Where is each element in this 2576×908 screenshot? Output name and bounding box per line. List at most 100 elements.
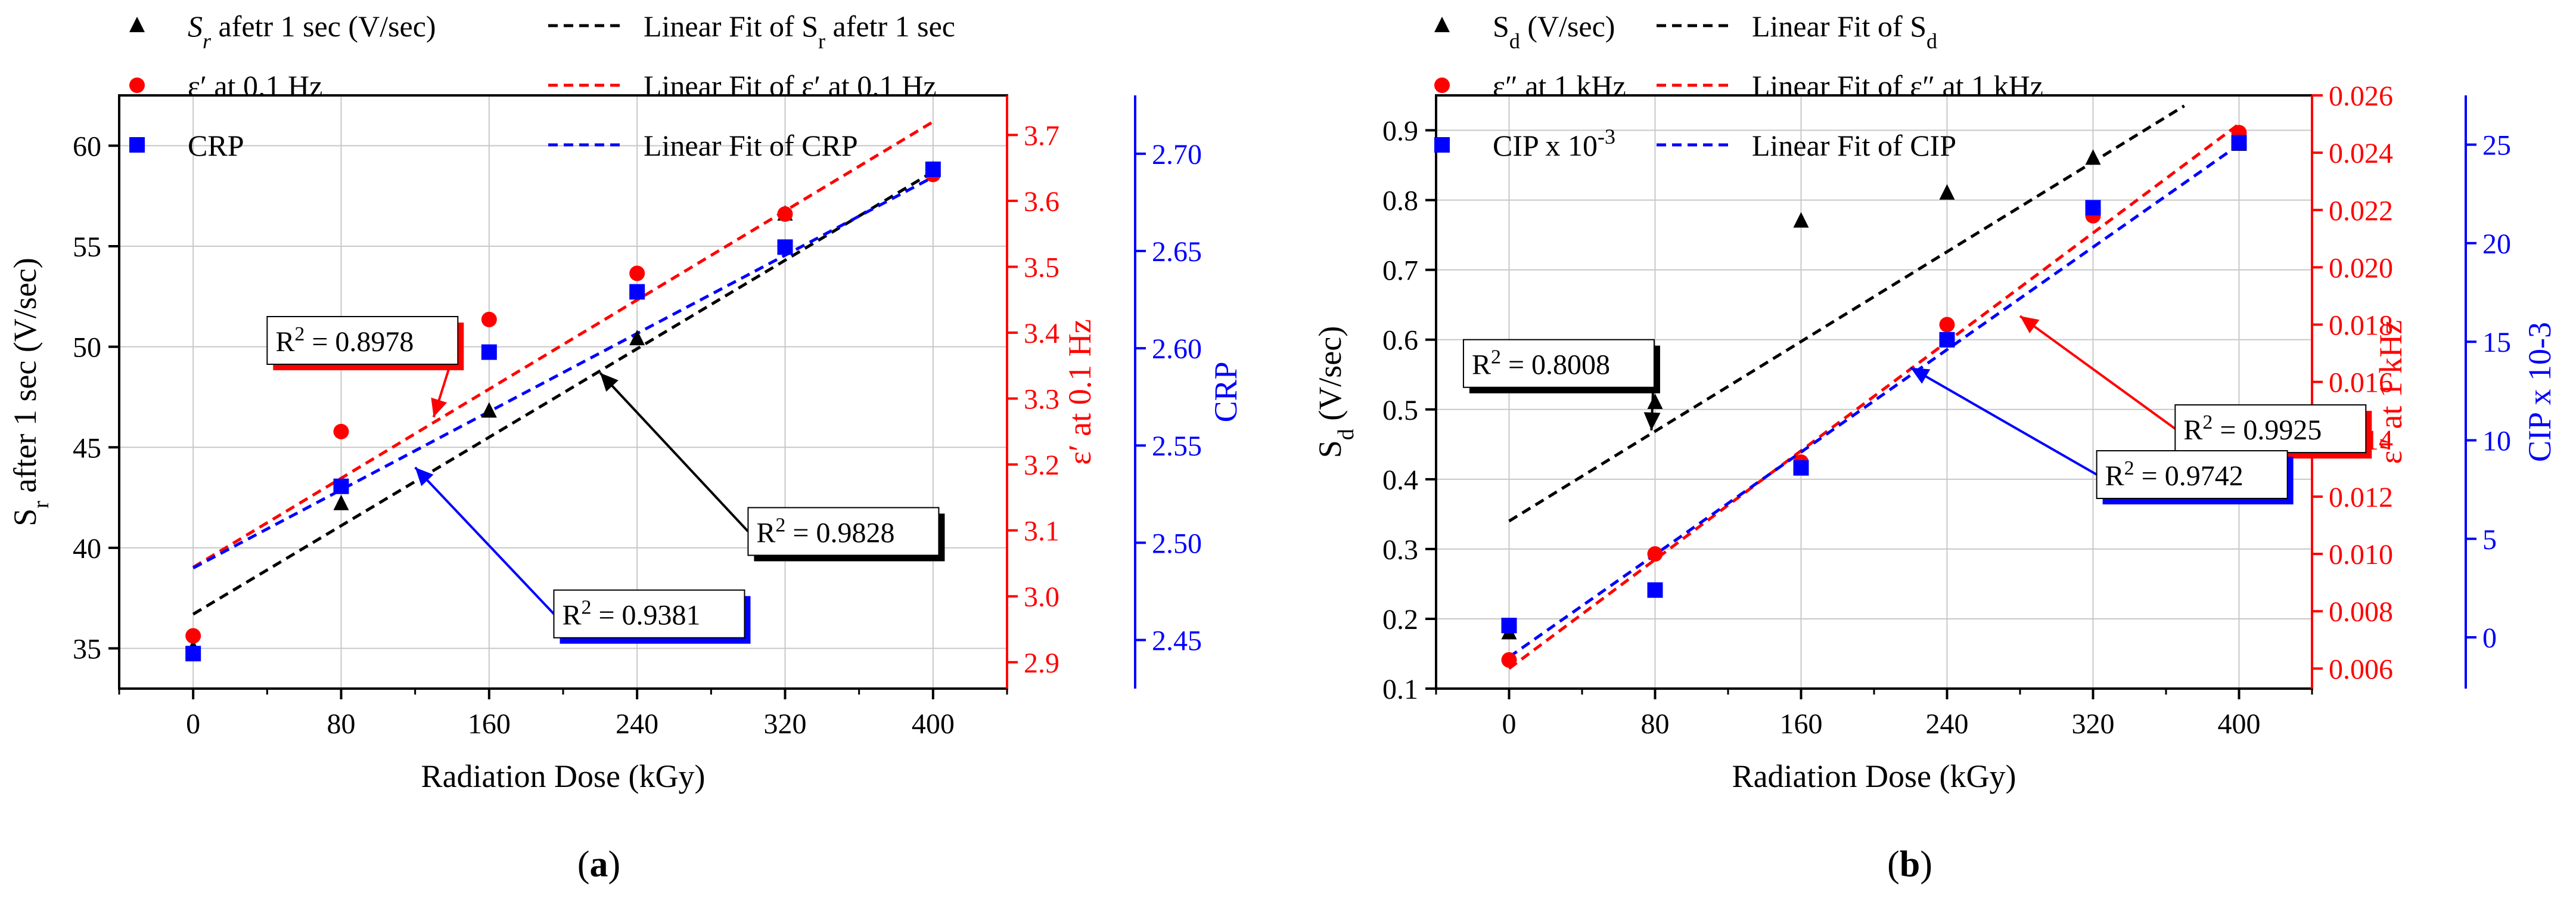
legend-marker-0	[1434, 17, 1450, 32]
legend: Sr afetr 1 sec (V/sec) Linear Fit of Sr a…	[129, 10, 955, 162]
data-point-0-1	[333, 494, 349, 510]
y-tick-label: 0.3	[1382, 534, 1418, 566]
right1-axis-title: ε′ at 0.1 Hz	[1062, 319, 1098, 464]
annotation-arrow	[1910, 366, 2098, 476]
right2-tick-label: 20	[2482, 228, 2511, 260]
right2-axis-title: CRP	[1208, 361, 1244, 422]
right2-tick-label: 10	[2482, 425, 2511, 457]
right1-tick-label: 3.0	[1024, 581, 1059, 613]
right2-tick-label: 2.55	[1152, 430, 1202, 462]
data-point-1-1	[1647, 546, 1663, 562]
left-axis-title: Sd (V/sec)	[1312, 326, 1359, 458]
right1-tick-label: 3.5	[1024, 252, 1059, 283]
r-squared-annotation: R2 = 0.9828	[599, 372, 945, 562]
annotation-box	[747, 507, 940, 556]
y-tick-label: 35	[73, 634, 101, 665]
x-tick-label: 80	[1641, 708, 1670, 740]
x-tick-label: 160	[468, 708, 511, 740]
data-point-0-3	[1939, 184, 1955, 200]
legend-marker-1	[1434, 78, 1450, 93]
right1-tick-label: 0.008	[2329, 596, 2393, 628]
data-point-2-4	[2085, 200, 2101, 216]
right1-tick-label: 3.6	[1024, 186, 1059, 218]
data-point-2-1	[333, 478, 349, 494]
legend-label-0: Sd (V/sec)	[1493, 10, 1615, 53]
right2-tick-label: 15	[2482, 327, 2511, 358]
right1-tick-label: 0.018	[2329, 310, 2393, 342]
panel-a: 0 80 160 240 320 400 Radiation Dose (kGy) 35 40 4…	[7, 10, 1244, 885]
r-squared-annotation: R2 = 0.9925	[2019, 315, 2372, 459]
legend-label-2: CIP x 10-3	[1493, 125, 1615, 162]
legend-fit-label-2: Linear Fit of CRP	[644, 129, 858, 162]
fit-line-1	[1508, 123, 2240, 670]
data-point-0-2	[481, 402, 497, 418]
y-tick-label: 60	[73, 131, 101, 162]
fit-line-0	[1508, 104, 2185, 523]
y-tick-label: 0.7	[1382, 255, 1418, 287]
annotation-box	[553, 589, 745, 639]
panel-b: 0 80 160 240 320 400 Radiation Dose (kGy) 0.1 0.…	[1312, 10, 2558, 885]
x-tick-label: 400	[912, 708, 955, 740]
y-tick-label: 0.9	[1382, 116, 1418, 147]
annotation-text: R2 = 0.9925	[2183, 411, 2322, 447]
right1-tick-label: 0.026	[2329, 80, 2393, 112]
data-point-0-1	[1647, 393, 1663, 410]
legend-fit-label-2: Linear Fit of CIP	[1752, 129, 1956, 162]
data-point-0-3	[629, 330, 645, 346]
annotation-arrowhead	[600, 373, 619, 392]
right2-tick-label: 2.65	[1152, 236, 1202, 268]
legend-marker-2	[129, 137, 145, 153]
right1-tick-label: 0.024	[2329, 138, 2393, 169]
legend: Sd (V/sec) Linear Fit of Sd ε″ at 1 kHz Lin…	[1434, 10, 2043, 162]
data-point-2-3	[1939, 331, 1955, 348]
annotation-box	[2096, 450, 2288, 500]
x-tick-label: 400	[2218, 708, 2261, 740]
legend-fit-label-1: Linear Fit of ε′ at 0.1 Hz	[644, 69, 937, 103]
data-point-2-5	[2231, 135, 2247, 151]
x-tick-label: 240	[616, 708, 658, 740]
left-axis-title: Sr after 1 sec (V/sec)	[7, 258, 54, 526]
data-point-2-1	[1647, 582, 1663, 598]
right1-tick-label: 0.010	[2329, 539, 2393, 571]
data-point-2-0	[185, 646, 201, 662]
y-tick-label: 0.1	[1382, 674, 1418, 705]
r-squared-annotation: R2 = 0.9742	[1910, 366, 2294, 505]
right2-tick-label: 0	[2482, 622, 2497, 654]
right1-tick-label: 3.1	[1024, 516, 1059, 547]
data-point-1-0	[185, 628, 201, 644]
annotation-arrowhead	[1910, 367, 1931, 384]
x-tick-label: 160	[1780, 708, 1823, 740]
y-tick-label: 0.4	[1382, 464, 1418, 496]
panel-label: (b)	[1887, 844, 1932, 885]
legend-fit-label-0: Linear Fit of Sd	[1752, 10, 1937, 53]
annotation-arrowhead	[431, 397, 448, 417]
data-point-2-2	[1793, 460, 1809, 476]
x-tick-label: 240	[1926, 708, 1969, 740]
x-tick-label: 0	[186, 708, 200, 740]
data-point-2-3	[629, 284, 645, 300]
right2-tick-label: 5	[2482, 524, 2497, 556]
right2-tick-label: 2.50	[1152, 528, 1202, 559]
annotation-arrowhead	[415, 467, 434, 486]
right1-tick-label: 0.020	[2329, 252, 2393, 284]
r-squared-annotation: R2 = 0.8008	[1462, 339, 1661, 430]
annotation-text: R2 = 0.9742	[2105, 457, 2243, 492]
x-axis-label: Radiation Dose (kGy)	[421, 758, 706, 794]
right2-axis-title: CIP x 10-3	[2522, 322, 2558, 462]
right2-tick-label: 25	[2482, 130, 2511, 162]
x-tick-label: 80	[327, 708, 356, 740]
x-axis-label: Radiation Dose (kGy)	[1732, 758, 2016, 794]
legend-label-1: ε″ at 1 kHz	[1493, 69, 1626, 103]
y-tick-label: 0.5	[1382, 395, 1418, 426]
annotation-arrowhead	[1643, 412, 1661, 430]
panel-label: (a)	[577, 844, 620, 885]
right1-tick-label: 0.022	[2329, 195, 2393, 227]
legend-label-0: Sr afetr 1 sec (V/sec)	[188, 10, 436, 53]
right2-tick-label: 2.60	[1152, 333, 1202, 365]
r-squared-annotation: R2 = 0.9381	[414, 466, 751, 644]
x-tick-label: 320	[2072, 708, 2115, 740]
legend-marker-0	[129, 17, 145, 32]
right1-tick-label: 3.7	[1024, 120, 1059, 151]
data-point-2-5	[925, 161, 941, 177]
x-tick-label: 0	[1502, 708, 1517, 740]
